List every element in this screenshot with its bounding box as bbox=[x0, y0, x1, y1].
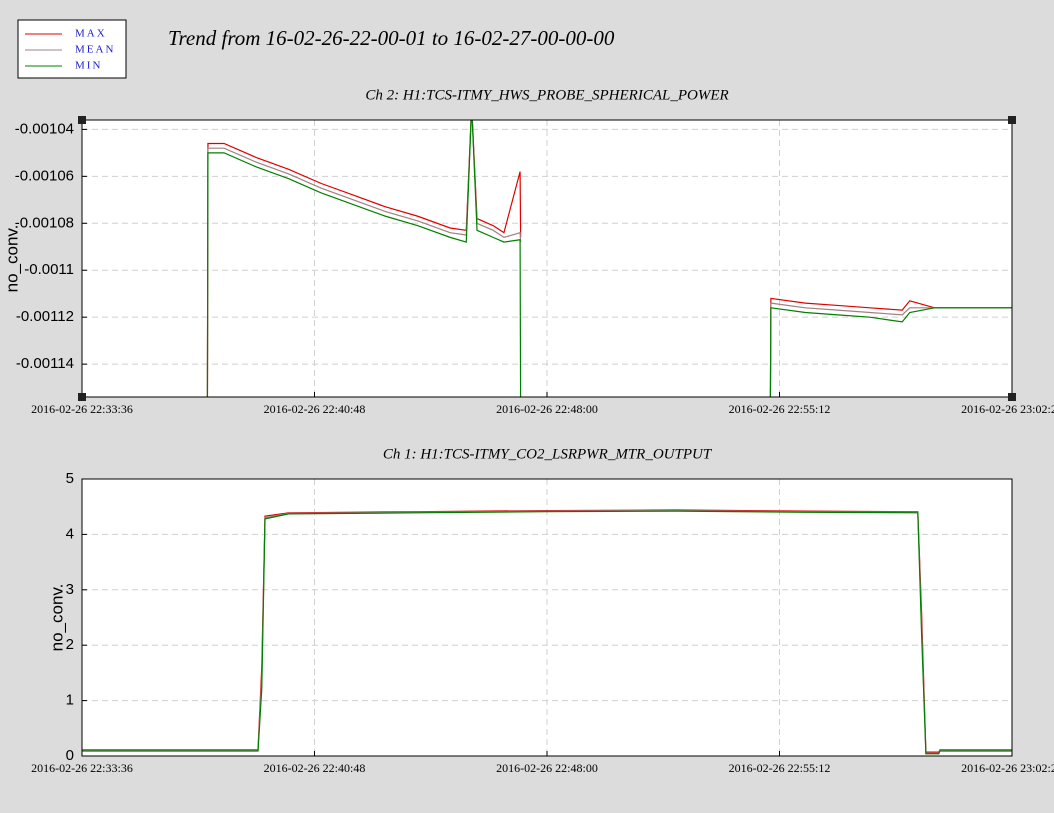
x-tick-label: 2016-02-26 22:48:00 bbox=[496, 761, 598, 775]
y-tick-label: -0.00108 bbox=[15, 214, 74, 231]
x-tick-label: 2016-02-26 22:33:36 bbox=[31, 402, 133, 416]
y-tick-label: 4 bbox=[66, 525, 74, 542]
x-tick-label: 2016-02-26 22:33:36 bbox=[31, 761, 133, 775]
x-tick-label: 2016-02-26 23:02:24 bbox=[961, 761, 1054, 775]
resize-handle bbox=[1008, 116, 1016, 124]
series-line bbox=[206, 120, 1012, 397]
y-axis-label: no_conv. bbox=[2, 225, 21, 293]
y-tick-label: -0.00106 bbox=[15, 167, 74, 184]
x-tick-label: 2016-02-26 22:55:12 bbox=[729, 761, 831, 775]
page-title: Trend from 16-02-26-22-00-01 to 16-02-27… bbox=[168, 26, 615, 50]
resize-handle bbox=[78, 393, 86, 401]
x-tick-label: 2016-02-26 23:02:24 bbox=[961, 402, 1054, 416]
resize-handle bbox=[78, 116, 86, 124]
y-tick-label: 1 bbox=[66, 692, 74, 709]
x-tick-label: 2016-02-26 22:40:48 bbox=[264, 402, 366, 416]
y-tick-label: 2 bbox=[66, 636, 74, 653]
legend-box bbox=[17, 19, 127, 79]
series-line bbox=[82, 510, 1012, 755]
series-line bbox=[206, 120, 1012, 397]
x-tick-label: 2016-02-26 22:55:12 bbox=[729, 402, 831, 416]
y-tick-label: 5 bbox=[66, 470, 74, 487]
x-tick-label: 2016-02-26 22:40:48 bbox=[264, 761, 366, 775]
series-line bbox=[206, 120, 1012, 397]
y-tick-label: 3 bbox=[66, 581, 74, 598]
legend-label: MIN bbox=[75, 60, 102, 72]
resize-handle bbox=[1008, 393, 1016, 401]
legend: MAX MEAN MIN bbox=[25, 28, 115, 72]
plot-frame bbox=[81, 119, 1013, 398]
chart-title: Ch 2: H1:TCS-ITMY_HWS_PROBE_SPHERICAL_PO… bbox=[365, 87, 728, 103]
y-tick-label: -0.00114 bbox=[16, 355, 74, 372]
y-tick-label: -0.00112 bbox=[16, 308, 74, 325]
y-tick-label: -0.00104 bbox=[15, 120, 74, 137]
y-tick-label: 0 bbox=[66, 747, 74, 764]
legend-label: MAX bbox=[75, 28, 107, 40]
plot-frame bbox=[81, 478, 1013, 757]
y-tick-label: -0.0011 bbox=[24, 261, 74, 278]
chart-title: Ch 1: H1:TCS-ITMY_CO2_LSRPWR_MTR_OUTPUT bbox=[383, 446, 713, 462]
y-axis-label: no_conv. bbox=[47, 584, 66, 652]
x-tick-label: 2016-02-26 22:48:00 bbox=[496, 402, 598, 416]
legend-label: MEAN bbox=[75, 44, 115, 56]
